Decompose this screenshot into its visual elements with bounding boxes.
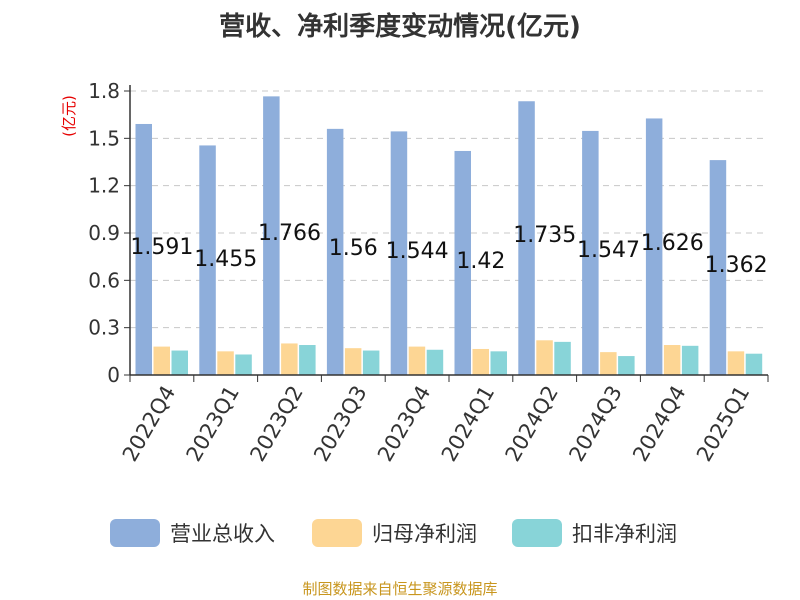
bar-revenue bbox=[263, 96, 280, 375]
bar-revenue bbox=[454, 150, 471, 375]
data-label-revenue: 1.766 bbox=[258, 221, 321, 246]
x-tick-label: 2023Q1 bbox=[182, 382, 244, 466]
y-tick-label: 1.2 bbox=[88, 174, 120, 198]
y-axis-label: (亿元) bbox=[60, 95, 78, 137]
bar-net-profit bbox=[472, 348, 489, 375]
gridlines bbox=[130, 90, 768, 329]
data-label-revenue: 1.455 bbox=[194, 247, 257, 272]
bar-revenue bbox=[709, 160, 727, 375]
bar-non-gaap-profit bbox=[681, 345, 699, 375]
data-label-revenue: 1.42 bbox=[456, 249, 505, 274]
x-tick-label: 2023Q4 bbox=[373, 382, 435, 466]
data-label-revenue: 1.591 bbox=[130, 235, 193, 260]
bar-revenue bbox=[135, 123, 152, 375]
legend-label-net-profit: 归母净利润 bbox=[372, 522, 477, 546]
data-label-revenue: 1.56 bbox=[329, 236, 378, 261]
bar-non-gaap-profit bbox=[235, 354, 252, 375]
data-label-revenue: 1.362 bbox=[705, 253, 768, 278]
data-label-revenue: 1.544 bbox=[386, 239, 449, 264]
legend-swatch-net-profit bbox=[312, 519, 362, 547]
data-label-revenue: 1.547 bbox=[577, 238, 640, 263]
data-label-revenue: 1.735 bbox=[513, 223, 576, 248]
bar-revenue bbox=[326, 128, 344, 375]
x-tick-label: 2024Q2 bbox=[501, 382, 563, 466]
bar-non-gaap-profit bbox=[426, 349, 444, 375]
x-tick-label: 2024Q3 bbox=[564, 382, 626, 466]
bar-revenue bbox=[518, 101, 535, 375]
x-tick-label: 2024Q1 bbox=[437, 382, 499, 466]
bar-net-profit bbox=[727, 351, 745, 375]
bar-net-profit bbox=[663, 345, 681, 375]
y-tick-label: 0.3 bbox=[88, 316, 120, 340]
legend-swatch-revenue bbox=[110, 519, 160, 547]
legend-item-revenue[interactable]: 营业总收入 bbox=[110, 518, 275, 548]
y-tick-label: 0.6 bbox=[88, 268, 120, 292]
bar-non-gaap-profit bbox=[745, 353, 763, 375]
legend-swatch-non-gaap-profit bbox=[512, 519, 562, 547]
x-tick-label: 2024Q4 bbox=[628, 382, 690, 466]
legend-label-revenue: 营业总收入 bbox=[170, 522, 275, 546]
x-tick-label: 2023Q3 bbox=[309, 382, 371, 466]
x-tick-label: 2022Q4 bbox=[118, 382, 180, 466]
y-tick-label: 1.8 bbox=[88, 79, 120, 103]
legend-label-non-gaap-profit: 扣非净利润 bbox=[572, 522, 677, 546]
y-tick-label: 0 bbox=[107, 363, 120, 387]
x-tick-label: 2025Q1 bbox=[692, 382, 754, 466]
bar-net-profit bbox=[600, 352, 617, 375]
y-tick-label: 0.9 bbox=[88, 221, 120, 245]
legend-item-net-profit[interactable]: 归母净利润 bbox=[312, 518, 477, 548]
bar-revenue bbox=[582, 130, 599, 375]
bar-net-profit bbox=[153, 346, 170, 375]
bar-revenue bbox=[645, 118, 663, 375]
data-label-revenue: 1.626 bbox=[641, 231, 704, 256]
y-tick-label: 1.5 bbox=[88, 126, 120, 150]
chart-title: 营收、净利季度变动情况(亿元) bbox=[219, 12, 581, 42]
bar-non-gaap-profit bbox=[554, 341, 571, 375]
source-note: 制图数据来自恒生聚源数据库 bbox=[302, 580, 498, 598]
bar-net-profit bbox=[217, 351, 234, 375]
x-tick-label: 2023Q2 bbox=[245, 382, 307, 466]
bar-revenue bbox=[390, 131, 408, 375]
bars bbox=[135, 96, 763, 375]
bar-net-profit bbox=[536, 340, 553, 375]
bar-non-gaap-profit bbox=[618, 356, 635, 375]
bar-non-gaap-profit bbox=[490, 351, 507, 375]
bar-net-profit bbox=[408, 346, 426, 375]
bar-non-gaap-profit bbox=[171, 350, 188, 375]
legend-item-non-gaap-profit[interactable]: 扣非净利润 bbox=[512, 518, 677, 548]
bar-net-profit bbox=[281, 343, 298, 375]
bar-non-gaap-profit bbox=[299, 345, 316, 375]
bar-revenue bbox=[199, 145, 216, 375]
bar-net-profit bbox=[344, 348, 362, 375]
bar-non-gaap-profit bbox=[362, 350, 380, 375]
